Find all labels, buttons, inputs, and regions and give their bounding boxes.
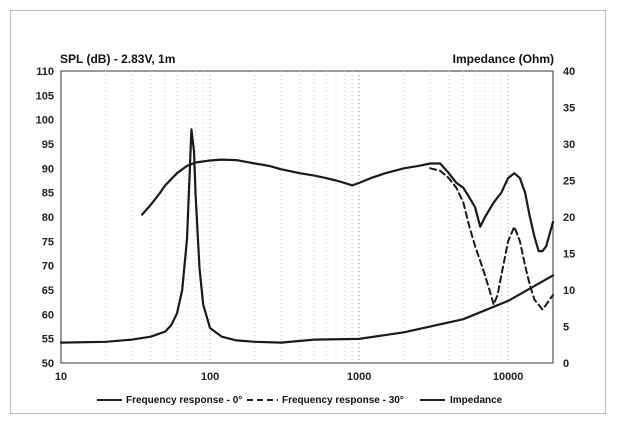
x-tick-label: 100 <box>201 371 219 383</box>
y-left-tick-label: 85 <box>42 188 54 200</box>
y-axis-left-title: SPL (dB) - 2.83V, 1m <box>60 52 175 66</box>
y-left-tick-label: 90 <box>42 163 54 175</box>
legend-label-0deg: Frequency response - 0° <box>126 395 242 406</box>
y-left-tick-label: 110 <box>36 66 54 78</box>
x-tick-label: 1000 <box>347 371 371 383</box>
y-left-tick-label: 60 <box>42 309 54 321</box>
grid <box>105 71 509 363</box>
y-left-tick-label: 75 <box>42 236 54 248</box>
chart-svg: 10 100 1000 10000 1101051009590858075706560… <box>36 52 576 406</box>
y-right-tick-label: 40 <box>563 66 575 78</box>
y-right-tick-label: 15 <box>563 249 575 261</box>
impedance-line <box>59 128 555 344</box>
x-tick-label: 10000 <box>493 371 524 383</box>
y-axis-right-ticks: 40 35 30 25 20 15 10 5 0 <box>563 66 575 370</box>
y-right-tick-label: 10 <box>563 285 575 297</box>
legend-label-30deg: Frequency response - 30° <box>282 395 404 406</box>
y-right-tick-label: 20 <box>563 212 575 224</box>
y-left-tick-label: 50 <box>42 358 54 370</box>
y-right-tick-label: 0 <box>563 358 569 370</box>
plot-area <box>60 70 554 364</box>
frequency-response-0deg-line <box>141 158 555 253</box>
y-right-tick-label: 25 <box>563 176 575 188</box>
y-axis-right-title: Impedance (Ohm) <box>453 52 554 66</box>
y-right-tick-label: 30 <box>563 139 575 151</box>
legend-label-impedance: Impedance <box>450 395 503 406</box>
y-left-tick-label: 65 <box>42 285 54 297</box>
legend: Frequency response - 0° Frequency respon… <box>97 395 503 406</box>
y-left-tick-label: 105 <box>36 90 54 102</box>
y-left-tick-label: 95 <box>42 139 54 151</box>
y-right-tick-label: 35 <box>563 103 575 115</box>
y-axis-left-ticks: 110 105 100 95 90 85 80 75 70 65 60 55 50 <box>36 66 54 370</box>
y-left-tick-label: 70 <box>42 261 54 273</box>
x-axis-ticks: 10 100 1000 10000 <box>55 371 524 383</box>
frequency-response-30deg-line <box>429 167 554 311</box>
series-group <box>59 128 555 344</box>
y-left-tick-label: 80 <box>42 212 54 224</box>
y-left-tick-label: 55 <box>42 334 54 346</box>
x-tick-label: 10 <box>55 371 67 383</box>
y-left-tick-label: 100 <box>36 115 54 127</box>
y-right-tick-label: 5 <box>563 322 569 334</box>
chart-frame: 10 100 1000 10000 110 105 100 95 90 85 80 75 70 65 60… <box>10 10 606 414</box>
